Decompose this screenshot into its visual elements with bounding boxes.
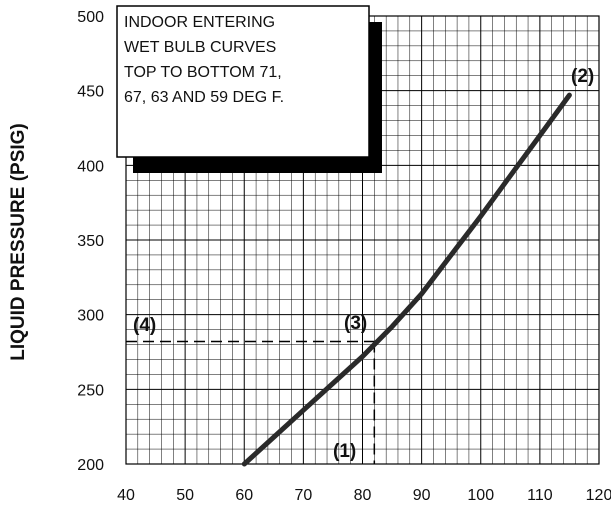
y-tick-label: 500 <box>77 9 104 26</box>
y-tick-label: 350 <box>77 233 104 250</box>
tick-labels: 40 50 60 70 80 90 100 110 120 200 250 300 350 400 450 5… <box>77 9 611 504</box>
curve-layer <box>241 92 572 467</box>
callout-3: (3) <box>344 313 367 334</box>
note-box: INDOOR ENTERING WET BULB CURVES TOP TO B… <box>116 5 382 173</box>
y-tick-label: 200 <box>77 457 104 474</box>
note-line: 67, 63 AND 59 DEG F. <box>124 89 284 106</box>
x-tick-label: 120 <box>586 487 611 504</box>
y-tick-label: 250 <box>77 382 104 399</box>
y-tick-label: 300 <box>77 308 104 325</box>
x-tick-label: 90 <box>413 487 431 504</box>
x-tick-label: 110 <box>527 487 553 504</box>
note-line: TOP TO BOTTOM 71, <box>124 64 282 81</box>
x-tick-label: 70 <box>294 487 312 504</box>
y-axis-title: LIQUID PRESSURE (PSIG) <box>8 123 29 361</box>
note-line: WET BULB CURVES <box>124 39 276 56</box>
x-tick-label: 100 <box>467 487 494 504</box>
callout-1: (1) <box>333 441 356 462</box>
note-box-frame <box>116 5 370 158</box>
callout-2: (2) <box>571 66 594 87</box>
x-tick-label: 40 <box>117 487 135 504</box>
x-tick-label: 50 <box>176 487 194 504</box>
series-line <box>241 92 572 467</box>
reference-lines <box>126 340 376 464</box>
y-tick-label: 450 <box>77 84 104 101</box>
note-line: INDOOR ENTERING <box>124 14 275 31</box>
x-tick-label: 60 <box>235 487 253 504</box>
y-tick-label: 400 <box>77 158 104 175</box>
x-tick-label: 80 <box>354 487 372 504</box>
callout-4: (4) <box>133 315 156 336</box>
